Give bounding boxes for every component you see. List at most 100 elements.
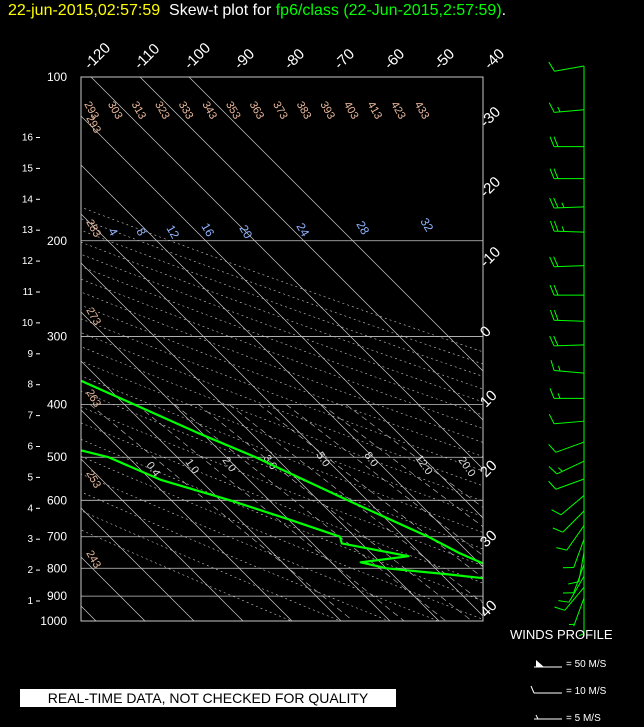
- skew-temp-top-label: -100: [181, 40, 214, 73]
- isotherm-line: [81, 311, 391, 621]
- dry-adiabat-line: [81, 278, 483, 429]
- height-tick-label: 2: [27, 565, 33, 576]
- mixing-ratio-line: [286, 404, 483, 556]
- isotherm-line: [81, 262, 440, 621]
- theta-label: 433: [412, 100, 432, 122]
- isotherm-line: [188, 77, 483, 372]
- theta-label: 383: [294, 100, 314, 122]
- wind-barb-staff: [554, 65, 585, 72]
- wind-barb-staff: [554, 206, 585, 209]
- height-tick-label: 7: [27, 411, 33, 422]
- skew-temp-right-label: 40: [477, 597, 501, 621]
- mixing-ratio-label: 16: [198, 221, 217, 240]
- wind-barb-feather: [549, 256, 555, 267]
- wind-barb-feather: [553, 136, 559, 147]
- theta-left-label: 293: [83, 114, 103, 136]
- title-source: fp6/class (22-Jun-2015,2:57:59): [275, 2, 502, 19]
- skew-temp-top-label: -70: [331, 45, 358, 72]
- title-prefix: Skew-t plot for: [169, 2, 272, 19]
- mixing-ratio-line: [136, 404, 405, 621]
- wind-barb-feather: [548, 443, 557, 453]
- theta-label: 413: [365, 100, 385, 122]
- dry-adiabat-line: [81, 241, 483, 390]
- skew-temp-right-label: -30: [477, 103, 504, 130]
- wind-barb-half-feather: [561, 226, 565, 232]
- mixing-ratio-label: 4: [105, 226, 121, 239]
- skew-temp-top-label: -50: [431, 45, 458, 72]
- dry-adiabat-line: [81, 218, 483, 365]
- wind-legend-half-feather: [535, 714, 539, 720]
- wind-barb-feather: [549, 197, 555, 209]
- pressure-tick-label: 1000: [40, 614, 67, 628]
- wind-barb-staff: [555, 441, 585, 453]
- wind-barb-staff: [554, 319, 585, 322]
- dry-adiabat-line: [81, 360, 483, 517]
- mixing-ratio-low-label: 12.0: [413, 453, 435, 477]
- isotherm-line: [81, 458, 244, 621]
- wind-barb-feather: [549, 284, 555, 296]
- temperature-profile: [81, 379, 483, 565]
- wind-barb-staff: [566, 525, 585, 551]
- theta-label: 343: [199, 100, 219, 122]
- dry-adiabat-line: [81, 390, 483, 550]
- wind-barb-feather: [551, 509, 562, 516]
- dry-adiabat-line: [81, 332, 483, 487]
- page-title: 22-jun-2015,02:57:59 Skew-t plot for fp6…: [8, 2, 506, 20]
- pressure-tick-label: 300: [47, 330, 67, 344]
- wind-barb-half-feather: [561, 202, 565, 208]
- theta-left-label: 253: [83, 469, 103, 491]
- wind-barb-staff: [562, 510, 585, 533]
- dry-adiabat-line: [81, 253, 483, 403]
- mixing-ratio-line: [89, 404, 354, 621]
- wind-barb-staff: [556, 460, 585, 475]
- mixing-ratio-label: 8: [133, 226, 149, 239]
- wind-barb-half-feather: [557, 467, 563, 472]
- wind-barb-feather: [549, 388, 555, 399]
- winds-profile: [548, 61, 585, 637]
- wind-barb-half-feather: [557, 393, 561, 399]
- mixing-ratio-low-label: 20.0: [456, 455, 478, 479]
- height-tick-label: 8: [27, 380, 33, 391]
- height-tick-label: 10: [22, 318, 34, 329]
- wind-barb-feather: [553, 197, 559, 209]
- mixing-ratio-low-label: 5.0: [314, 450, 333, 469]
- dry-adiabat-line: [81, 406, 483, 567]
- title-datetime: 22-jun-2015,02:57:59: [8, 2, 161, 19]
- skew-temp-right-label: 20: [477, 457, 501, 481]
- wind-barb-staff: [554, 369, 585, 374]
- wind-barb-half-feather: [578, 633, 585, 637]
- skew-temp-top-label: -60: [381, 45, 408, 72]
- mixing-ratio-label: 20: [236, 223, 255, 242]
- pressure-tick-label: 700: [47, 530, 67, 544]
- mixing-ratio-low-label: 8.0: [362, 450, 381, 469]
- wind-barb-feather: [553, 256, 559, 267]
- wind-legend-10: = 10 M/S: [566, 686, 607, 697]
- wind-legend-5: = 5 M/S: [566, 713, 601, 724]
- dry-adiabat-line: [81, 291, 483, 443]
- theta-label: 363: [247, 100, 267, 122]
- title-suffix: .: [501, 2, 507, 19]
- mixing-ratio-line: [259, 404, 483, 579]
- theta-left-label: 263: [83, 388, 103, 410]
- dry-adiabat-line: [81, 375, 483, 533]
- profile-layer: [81, 379, 483, 580]
- height-tick-label: 15: [22, 163, 34, 174]
- wind-barb-staff: [564, 587, 585, 611]
- isotherm-line: [81, 115, 483, 519]
- pressure-tick-label: 400: [47, 398, 67, 412]
- wind-barb-feather: [553, 284, 559, 296]
- wind-barb-half-feather: [558, 365, 561, 372]
- dry-adiabat-line: [81, 473, 439, 621]
- dewpoint-profile: [81, 449, 483, 580]
- mixing-ratio-line: [229, 404, 483, 604]
- skew-temp-top-label: -120: [81, 40, 114, 73]
- mixing-ratio-line: [321, 404, 483, 528]
- theta-label: 423: [388, 100, 408, 122]
- wind-barb-feather: [549, 335, 555, 347]
- mixing-ratio-low-label: 1.0: [183, 457, 202, 476]
- skew-temp-right-label: 30: [477, 527, 501, 551]
- dry-adiabat-line: [81, 346, 483, 502]
- height-tick-label: 9: [27, 349, 33, 360]
- mixing-ratio-label: 12: [163, 223, 182, 242]
- dry-adiabat-line: [81, 456, 483, 620]
